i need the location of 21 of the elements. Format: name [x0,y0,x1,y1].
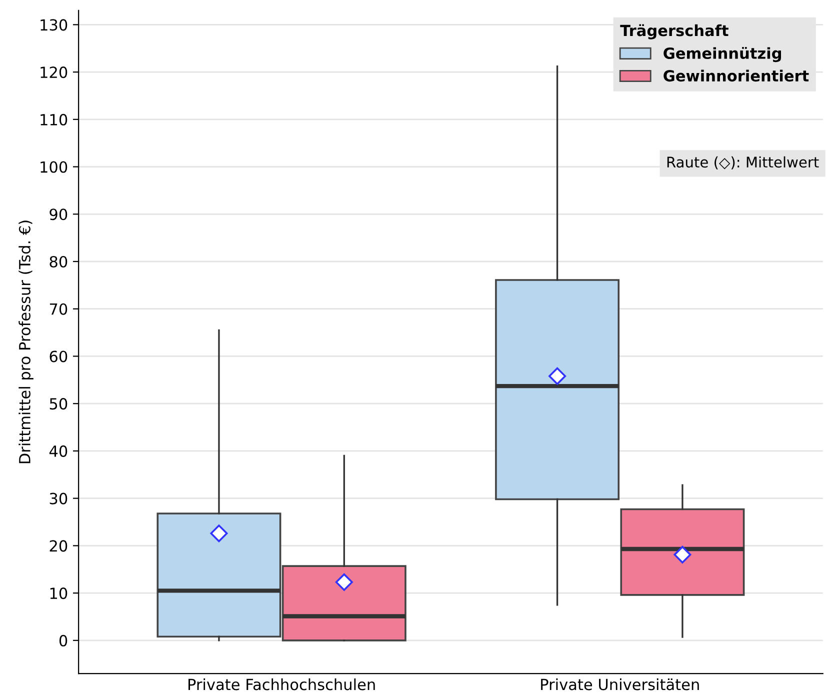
legend-label: Gemeinnützig [664,46,781,62]
legend-title: Trägerschaft [620,24,728,40]
y-axis-title: Drittmittel pro Professur (Tsd. €) [18,220,34,464]
y-tick-label: 120 [40,66,68,78]
y-tick-label: 20 [50,540,68,552]
y-tick-label: 10 [50,588,68,600]
y-tick-label: 60 [50,350,68,362]
annotation: Raute (◇): Mittelwert [667,156,819,170]
y-tick-label: 100 [40,161,68,173]
y-tick-label: 70 [50,303,68,315]
y-tick-label: 90 [50,208,68,220]
y-tick-label: 40 [49,445,68,457]
y-tick-label: 0 [59,634,68,646]
y-tick-label: 80 [50,256,68,268]
y-tick-label: 50 [50,398,68,410]
y-tick-label: 130 [40,19,68,31]
y-tick-label: 110 [40,114,68,126]
x-tick-label: Private Universitäten [541,678,699,690]
y-tick-label: 30 [50,492,68,504]
legend-label: Gewinnorientiert [664,70,809,82]
x-tick-label: Private Fachhochschulen [188,678,375,690]
